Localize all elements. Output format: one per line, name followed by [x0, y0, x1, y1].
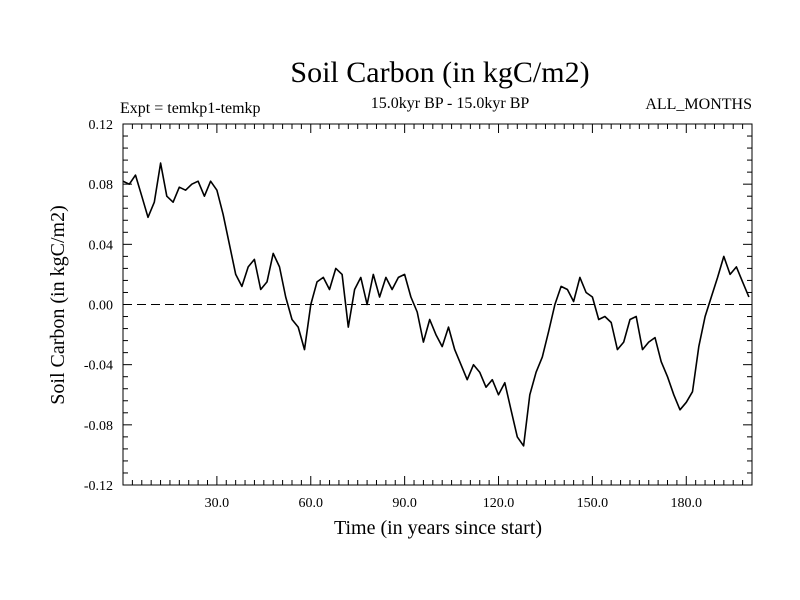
- y-tick-label: -0.04: [84, 359, 113, 374]
- y-tick-label: 0.08: [89, 178, 114, 193]
- months-label: ALL_MONTHS: [645, 96, 752, 113]
- axis-ticks: [123, 124, 752, 485]
- y-tick-label: 0.04: [89, 238, 114, 253]
- x-axis-label: Time (in years since start): [334, 517, 542, 539]
- y-axis-label: Soil Carbon (in kgC/m2): [47, 205, 69, 404]
- y-tick-label: 0.12: [89, 118, 114, 133]
- y-tick-label: -0.08: [84, 419, 113, 434]
- soil-carbon-series-line: [122, 162, 750, 447]
- chart-title: Soil Carbon (in kgC/m2): [290, 56, 589, 89]
- x-tick-label: 90.0: [392, 496, 417, 511]
- chart-subtitle: 15.0kyr BP - 15.0kyr BP: [371, 95, 530, 112]
- x-tick-label: 60.0: [299, 496, 324, 511]
- x-tick-label: 120.0: [483, 496, 515, 511]
- axis-tick-labels: 30.0 60.0 90.0 120.0 150.0 180.0 -0.12 -0.08 -0.…: [84, 118, 702, 511]
- y-tick-label: -0.12: [84, 479, 113, 494]
- plot-frame: [122, 123, 753, 486]
- expt-label: Expt = temkp1-temkp: [120, 100, 261, 117]
- y-tick-label: 0.00: [89, 299, 114, 314]
- x-tick-label: 30.0: [205, 496, 230, 511]
- x-tick-label: 180.0: [671, 496, 703, 511]
- x-tick-label: 150.0: [577, 496, 609, 511]
